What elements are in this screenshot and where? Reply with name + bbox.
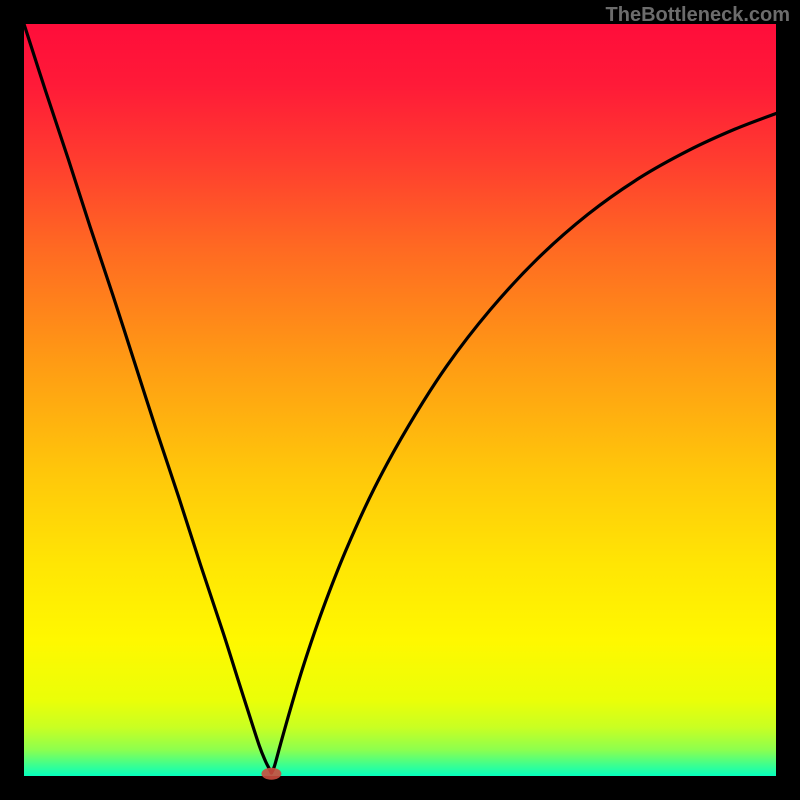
- chart-svg: [0, 0, 800, 800]
- watermark-text: TheBottleneck.com: [606, 4, 790, 27]
- minimum-marker: [261, 768, 281, 780]
- bottleneck-chart: TheBottleneck.com: [0, 0, 800, 800]
- plot-gradient: [24, 24, 776, 776]
